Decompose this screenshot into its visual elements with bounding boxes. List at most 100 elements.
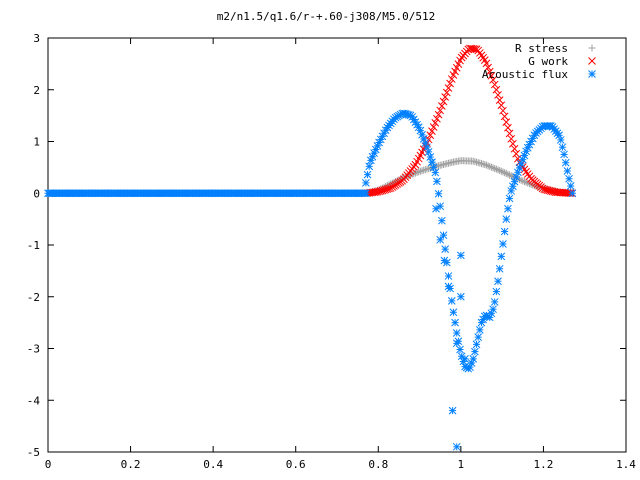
x-tick-label: 1.4 xyxy=(616,458,636,471)
data-point xyxy=(428,158,436,167)
data-point xyxy=(556,136,565,144)
series-acoustic-flux xyxy=(44,109,577,451)
data-point xyxy=(507,134,516,143)
data-point xyxy=(418,167,426,175)
data-point xyxy=(447,75,456,83)
data-point xyxy=(561,158,570,167)
data-point xyxy=(494,166,502,174)
data-point xyxy=(439,97,448,106)
data-point xyxy=(484,63,492,72)
data-point xyxy=(487,71,496,80)
data-point xyxy=(475,326,484,334)
data-point xyxy=(452,339,461,348)
data-point xyxy=(489,76,497,84)
data-point xyxy=(469,45,478,53)
data-point xyxy=(420,166,428,174)
data-point xyxy=(497,167,505,175)
data-point xyxy=(505,129,514,138)
data-point xyxy=(415,168,423,176)
axis-ticks: 0 0.2 0.4 0.6 0.8 1 1.2 1.4 3 2 1 0 -1 -2 -3 -4 -5 xyxy=(27,32,637,471)
data-point xyxy=(416,167,424,175)
legend-label: R stress xyxy=(515,42,568,55)
data-point xyxy=(482,161,490,169)
x-tick-label: 1.2 xyxy=(533,458,553,471)
y-tick-label: -2 xyxy=(27,291,40,304)
data-point xyxy=(365,162,374,171)
data-point xyxy=(501,169,509,177)
data-point xyxy=(512,149,521,158)
data-point xyxy=(489,164,497,172)
data-point xyxy=(438,216,446,225)
data-point xyxy=(505,194,514,203)
data-point xyxy=(446,79,454,88)
data-point xyxy=(444,272,453,280)
data-point xyxy=(555,131,563,140)
data-point xyxy=(471,347,479,356)
x-tick-label: 0.8 xyxy=(368,458,388,471)
data-point xyxy=(378,132,387,141)
x-tick-label: 0.4 xyxy=(203,458,223,471)
data-point xyxy=(362,179,370,187)
legend-marker xyxy=(588,44,596,52)
data-point xyxy=(440,256,449,265)
data-point xyxy=(520,178,528,186)
data-point xyxy=(496,167,504,175)
data-point xyxy=(424,147,433,156)
data-point xyxy=(504,123,512,132)
legend-marker xyxy=(588,70,596,78)
data-point xyxy=(429,163,438,172)
data-point xyxy=(444,84,453,92)
y-tick-label: 1 xyxy=(33,136,40,149)
x-tick-label: 0.2 xyxy=(121,458,141,471)
x-tick-label: 0.6 xyxy=(286,458,306,471)
x-tick-label: 0 xyxy=(45,458,52,471)
data-point xyxy=(500,112,509,121)
data-point xyxy=(428,127,436,136)
data-point xyxy=(447,297,456,305)
y-tick-label: -5 xyxy=(27,446,40,459)
data-point xyxy=(426,153,435,161)
data-point xyxy=(487,163,495,171)
data-point xyxy=(482,59,491,68)
data-point xyxy=(477,51,486,60)
data-point xyxy=(433,114,441,123)
data-point xyxy=(499,168,507,176)
data-point xyxy=(499,106,507,115)
data-point xyxy=(439,231,448,240)
data-point xyxy=(558,143,567,152)
data-point xyxy=(499,240,507,248)
data-point xyxy=(362,189,370,198)
data-point xyxy=(419,135,428,143)
data-point xyxy=(568,189,577,198)
series-g-work xyxy=(362,44,577,198)
data-point xyxy=(560,150,568,159)
series-layer xyxy=(44,44,577,451)
data-point xyxy=(565,174,573,183)
data-point xyxy=(491,164,499,172)
data-point xyxy=(452,442,461,451)
y-tick-label: -1 xyxy=(27,239,40,252)
data-point xyxy=(563,167,572,175)
data-point xyxy=(434,189,443,198)
data-point xyxy=(492,165,500,173)
data-point xyxy=(519,177,527,185)
chart-title: m2/n1.5/q1.6/r-+.60-j308/M5.0/512 xyxy=(217,10,436,23)
data-point xyxy=(506,171,514,179)
data-point xyxy=(429,123,438,131)
data-point xyxy=(566,182,575,190)
data-point xyxy=(475,49,484,57)
y-tick-label: 3 xyxy=(33,32,40,45)
data-point xyxy=(495,96,504,104)
data-point xyxy=(444,282,453,291)
data-point xyxy=(474,333,483,341)
data-point xyxy=(472,340,481,349)
plot-area: 0 0.2 0.4 0.6 0.8 1 1.2 1.4 3 2 1 0 -1 -2 -3 -4 -5 R str… xyxy=(27,32,637,471)
data-point xyxy=(425,165,433,173)
data-point xyxy=(485,313,494,322)
data-point xyxy=(490,80,499,89)
data-point xyxy=(490,298,499,306)
data-point xyxy=(484,162,492,170)
legend-marker xyxy=(588,57,596,65)
data-point xyxy=(421,166,429,174)
